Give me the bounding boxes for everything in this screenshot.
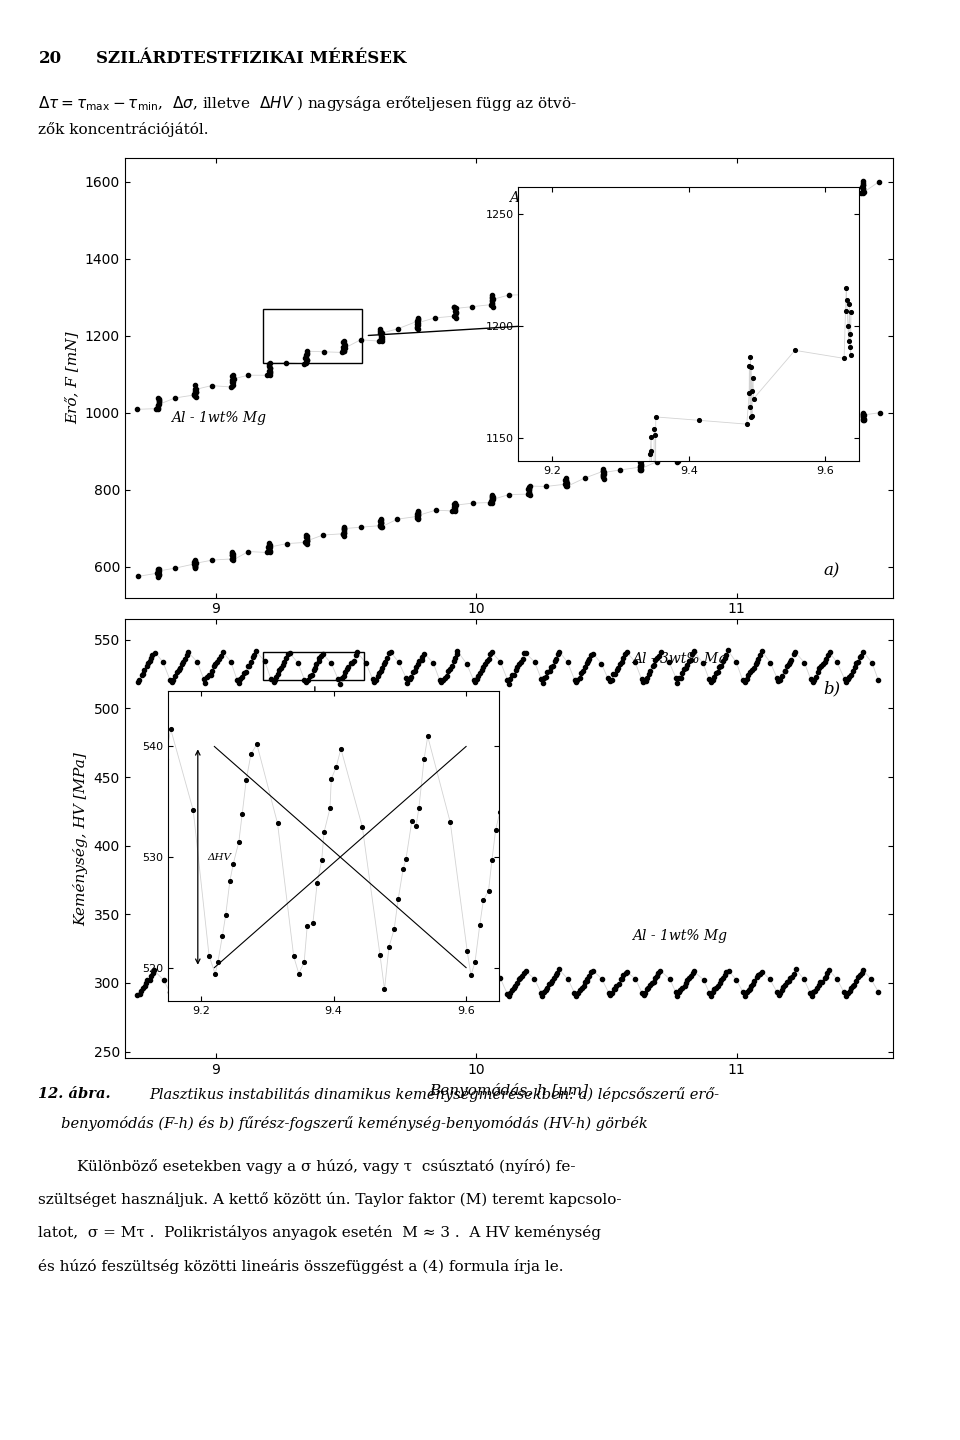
Text: 12. ábra.: 12. ábra.	[38, 1087, 111, 1102]
X-axis label: Benyomódás, h [µm]: Benyomódás, h [µm]	[429, 1083, 588, 1097]
Y-axis label: Erő, F [mN]: Erő, F [mN]	[65, 331, 79, 425]
Text: Plasztikus instabilitás dinamikus keménységmérésekben: a) lépcsőszerű erő-: Plasztikus instabilitás dinamikus kemény…	[149, 1087, 719, 1102]
Text: Al - 1wt% Mg: Al - 1wt% Mg	[632, 929, 727, 943]
Text: Különböző esetekben vagy a σ húzó, vagy τ  csúsztató (nyíró) fe-: Különböző esetekben vagy a σ húzó, vagy …	[38, 1159, 576, 1174]
Text: és húzó feszültség közötti lineáris összefüggést a (4) formula írja le.: és húzó feszültség közötti lineáris össz…	[38, 1259, 564, 1273]
Text: latot,  σ = Mτ .  Polikristályos anyagok esetén  M ≈ 3 .  A HV keménység: latot, σ = Mτ . Polikristályos anyagok e…	[38, 1225, 601, 1240]
Text: zők koncentrációjától.: zők koncentrációjától.	[38, 122, 209, 137]
Text: 20: 20	[38, 50, 61, 68]
Y-axis label: Keménység, HV [MPa]: Keménység, HV [MPa]	[73, 752, 88, 926]
Bar	[263, 308, 362, 363]
Text: Al - 3wt% Mg: Al - 3wt% Mg	[509, 192, 604, 206]
X-axis label: Benyomódás, h [µm]: Benyomódás, h [µm]	[429, 622, 588, 636]
Text: SZILÁRDTESTFIZIKAI MÉRÉSEK: SZILÁRDTESTFIZIKAI MÉRÉSEK	[96, 50, 406, 68]
Text: Al - 1wt% Mg: Al - 1wt% Mg	[171, 410, 266, 425]
Bar	[263, 652, 364, 680]
Text: benyomódás (F-h) és b) fűrész-fogszerű keménység-benyomódás (HV-h) görbék: benyomódás (F-h) és b) fűrész-fogszerű k…	[38, 1116, 648, 1130]
Text: $\Delta\tau = \tau_{\rm max} - \tau_{\rm min}$,  $\Delta\sigma$, illetve  $\Delt: $\Delta\tau = \tau_{\rm max} - \tau_{\rm…	[38, 94, 578, 112]
Text: a): a)	[824, 563, 840, 580]
Text: szültséget használjuk. A kettő között ún. Taylor faktor (M) teremt kapcsolo-: szültséget használjuk. A kettő között ún…	[38, 1192, 622, 1207]
Text: Al - 3wt% Mg: Al - 3wt% Mg	[632, 652, 727, 667]
Text: ΔHV: ΔHV	[207, 852, 231, 861]
Text: b): b)	[824, 681, 841, 698]
